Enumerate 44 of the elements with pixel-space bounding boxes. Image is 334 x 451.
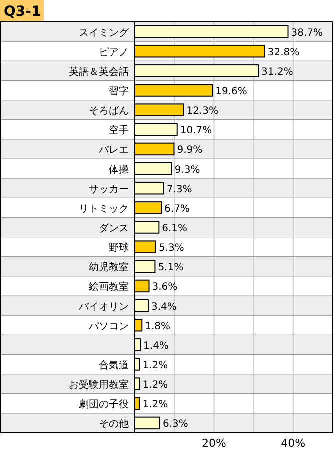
data-label: 9.3% [174, 164, 200, 176]
data-label: 3.6% [152, 282, 178, 294]
y-tick-label: 野球 [109, 242, 129, 254]
y-tick-label: 体操 [109, 164, 129, 176]
y-tick-label: 英語＆英会話 [69, 66, 129, 78]
y-tick-label: 劇団の子役 [79, 398, 129, 411]
data-label: 1.2% [142, 360, 168, 372]
data-label: 6.1% [162, 224, 188, 234]
y-tick-label: パソコン [88, 321, 129, 332]
data-label: 7.3% [166, 184, 192, 196]
y-tick-label: お受験用教室 [69, 379, 129, 392]
text: Q3-1 [4, 4, 42, 20]
y-tick-label: 絵画教室 [88, 281, 129, 294]
y-tick-label: バイオリン [78, 302, 129, 313]
x-tick-label: 20% [202, 437, 226, 450]
y-tick-label: ピアノ [99, 47, 129, 58]
data-label: 1.2% [142, 400, 168, 411]
y-tick-label: バレエ [98, 145, 129, 156]
y-tick-label: 幼児教室 [89, 262, 129, 274]
data-label: 32.8% [268, 47, 300, 58]
data-label: 1.4% [144, 340, 169, 352]
y-tick-label: リトミック [79, 204, 129, 215]
y-tick-label: その他 [99, 418, 129, 430]
data-label: 19.6% [216, 86, 248, 98]
y-tick-label: そろばん [89, 106, 129, 118]
x-tick-label: 40% [281, 437, 306, 450]
data-label: 1.2% [142, 380, 168, 392]
y-tick-label: サッカー [89, 184, 129, 196]
y-tick-label: 空手 [109, 124, 129, 137]
y-tick-label: ダンス [99, 222, 129, 234]
data-label: 6.7% [164, 204, 190, 215]
data-label: 12.3% [186, 106, 218, 118]
data-label: 31.2% [262, 66, 294, 78]
data-label: 38.7% [291, 28, 324, 39]
data-label: 5.1% [158, 262, 184, 274]
y-tick-label: スイミング [79, 28, 130, 39]
data-label: 5.3% [158, 243, 184, 254]
data-label: 9.9% [177, 145, 203, 156]
data-label: 10.7% [180, 126, 212, 137]
y-tick-label: 習字 [109, 86, 129, 98]
data-label: 3.4% [151, 302, 177, 313]
y-tick-label: 合気道 [99, 360, 129, 372]
data-label: 6.3% [162, 419, 188, 430]
data-label: 1.8% [145, 321, 171, 332]
